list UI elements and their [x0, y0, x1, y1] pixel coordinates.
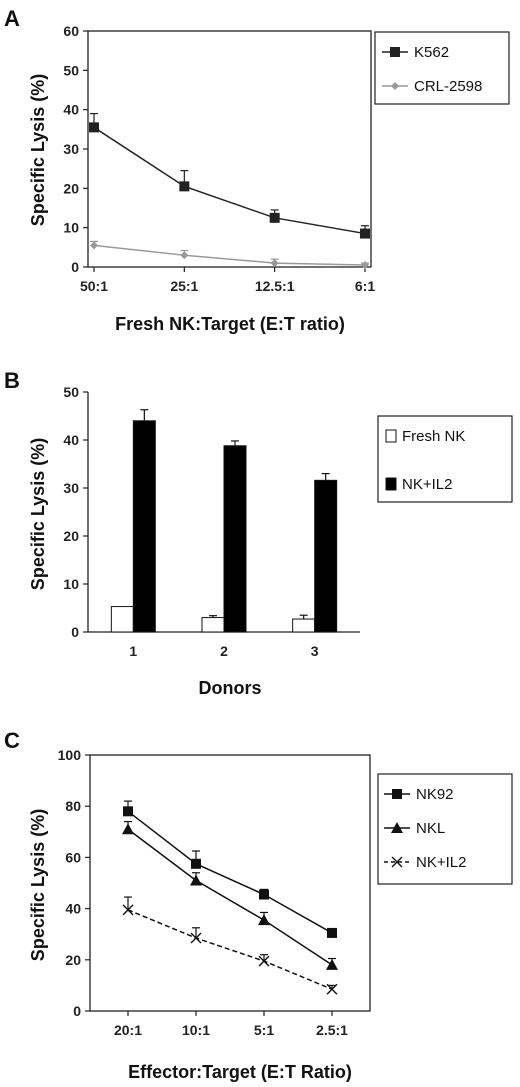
x-tick-label: 5:1	[254, 1022, 274, 1038]
series-line-crl-2598	[93, 244, 366, 266]
y-axis-title-a: Specific Lysis (%)	[28, 74, 48, 226]
data-point-k562	[360, 228, 370, 239]
bar-fresh-nk	[201, 617, 225, 633]
legend-marker-nkl	[391, 822, 403, 833]
legend-box-b	[377, 415, 513, 503]
y-tick-label: 20	[63, 180, 79, 196]
legend-label-nk92: NK92	[416, 786, 454, 803]
series-line-k562	[93, 126, 366, 235]
data-point-crl-2598	[180, 251, 189, 260]
data-point-crl-2598	[361, 261, 369, 270]
x-tick-label: 12.5:1	[255, 278, 295, 294]
y-axis-title-c: Specific Lysis (%)	[28, 809, 48, 961]
y-tick-label: 0	[73, 1003, 81, 1019]
legend-swatch-fresh-nk	[385, 429, 397, 443]
x-tick-label: 6:1	[355, 278, 375, 294]
chart-b-svg: B 0 10 20 30 40 50 1 2 3 Fresh NK NK+IL2 Donors Sp…	[4, 368, 513, 698]
bar-fresh-nk	[292, 618, 316, 633]
legend-box-a	[374, 31, 510, 105]
x-axis-title-b: Donors	[199, 678, 262, 698]
data-point-crl-2598	[90, 241, 98, 250]
data-point-nk92	[259, 889, 269, 900]
data-point-crl-2598	[270, 259, 279, 268]
legend-label-fresh-nk: Fresh NK	[402, 428, 465, 445]
plot-frame-c	[89, 754, 371, 1012]
bar-fresh-nk	[110, 606, 134, 633]
y-tick-label: 40	[63, 102, 79, 118]
legend-a	[374, 31, 510, 105]
x-tick-label: 2	[220, 643, 228, 659]
y-tick-label: 10	[63, 576, 79, 592]
y-tick-label: 40	[65, 901, 81, 917]
x-tick-label: 20:1	[114, 1022, 142, 1038]
x-axis-title-a: Fresh NK:Target (E:T ratio)	[115, 314, 345, 334]
y-tick-label: 100	[58, 747, 82, 763]
legend-label-nk-il2: NK+IL2	[402, 476, 452, 493]
series-line-nk-il2	[127, 909, 333, 990]
panel-a: A 0 10 20 30 40 50 60 50:1 25:1 12.5:1 6:1 K562 CRL-…	[0, 0, 520, 355]
legend-label-nkl: NKL	[416, 820, 445, 837]
data-point-nkl	[258, 914, 270, 926]
legend-marker-crl-2598	[391, 82, 399, 90]
y-tick-label: 30	[63, 480, 79, 496]
data-point-nk92	[327, 927, 337, 938]
x-tick-label: 10:1	[182, 1022, 210, 1038]
chart-a-svg: A 0 10 20 30 40 50 60 50:1 25:1 12.5:1 6:1 K562 CRL-…	[4, 6, 510, 334]
y-tick-label: 20	[65, 952, 81, 968]
data-point-nk92	[123, 806, 133, 817]
data-point-nk-il2	[258, 955, 270, 967]
data-point-k562	[89, 122, 99, 133]
data-point-k562	[179, 181, 190, 192]
data-point-k562	[269, 212, 280, 223]
chart-c-svg: C 0 20 40 60 80 100 20:1 10:1 5:1 2.5:1 NK92 NKL NK+…	[4, 728, 513, 1082]
data-point-nkl	[122, 823, 134, 835]
data-point-nk92	[191, 858, 201, 869]
y-tick-label: 60	[63, 23, 79, 39]
bar-nk-il2	[132, 420, 156, 633]
bar-nk-il2	[223, 445, 247, 633]
y-tick-label: 80	[65, 798, 81, 814]
x-tick-label: 3	[311, 643, 319, 659]
y-tick-label: 50	[63, 62, 79, 78]
legend-label-crl-2598: CRL-2598	[414, 78, 482, 95]
legend-marker-k562	[390, 47, 400, 57]
y-axis-title-b: Specific Lysis (%)	[28, 438, 48, 590]
y-tick-label: 40	[63, 432, 79, 448]
panel-b: B 0 10 20 30 40 50 1 2 3 Fresh NK NK+IL2 Donors Sp…	[0, 362, 520, 702]
x-tick-label: 1	[129, 643, 137, 659]
panel-label-a: A	[4, 6, 20, 31]
legend-swatch-nk-il2	[385, 477, 397, 491]
data-point-nkl	[326, 958, 338, 970]
y-tick-label: 0	[71, 259, 79, 275]
series-line-nkl	[127, 828, 333, 966]
series-line-nk92	[127, 810, 333, 934]
bar-nk-il2	[314, 479, 338, 633]
legend-marker-nk-il2	[391, 856, 403, 868]
x-tick-label: 50:1	[80, 278, 108, 294]
x-tick-label: 2.5:1	[316, 1022, 348, 1038]
legend-marker-nk92	[392, 789, 402, 799]
y-tick-label: 30	[63, 141, 79, 157]
panel-c: C 0 20 40 60 80 100 20:1 10:1 5:1 2.5:1 NK92 NKL NK+…	[0, 720, 520, 1087]
y-tick-label: 50	[63, 384, 79, 400]
x-axis-title-c: Effector:Target (E:T Ratio)	[128, 1062, 352, 1082]
data-point-nk-il2	[190, 932, 202, 944]
data-point-nkl	[190, 874, 202, 886]
data-point-nk-il2	[326, 983, 338, 995]
panel-label-b: B	[4, 368, 20, 393]
x-tick-label: 25:1	[170, 278, 198, 294]
plot-frame-a	[87, 30, 372, 268]
legend-label-nk-il2: NK+IL2	[416, 854, 466, 871]
y-tick-label: 20	[63, 528, 79, 544]
y-tick-label: 60	[65, 849, 81, 865]
data-point-nk-il2	[122, 904, 134, 916]
panel-label-c: C	[4, 728, 20, 753]
legend-label-k562: K562	[414, 44, 449, 61]
y-tick-label: 0	[71, 624, 79, 640]
y-tick-label: 10	[63, 220, 79, 236]
